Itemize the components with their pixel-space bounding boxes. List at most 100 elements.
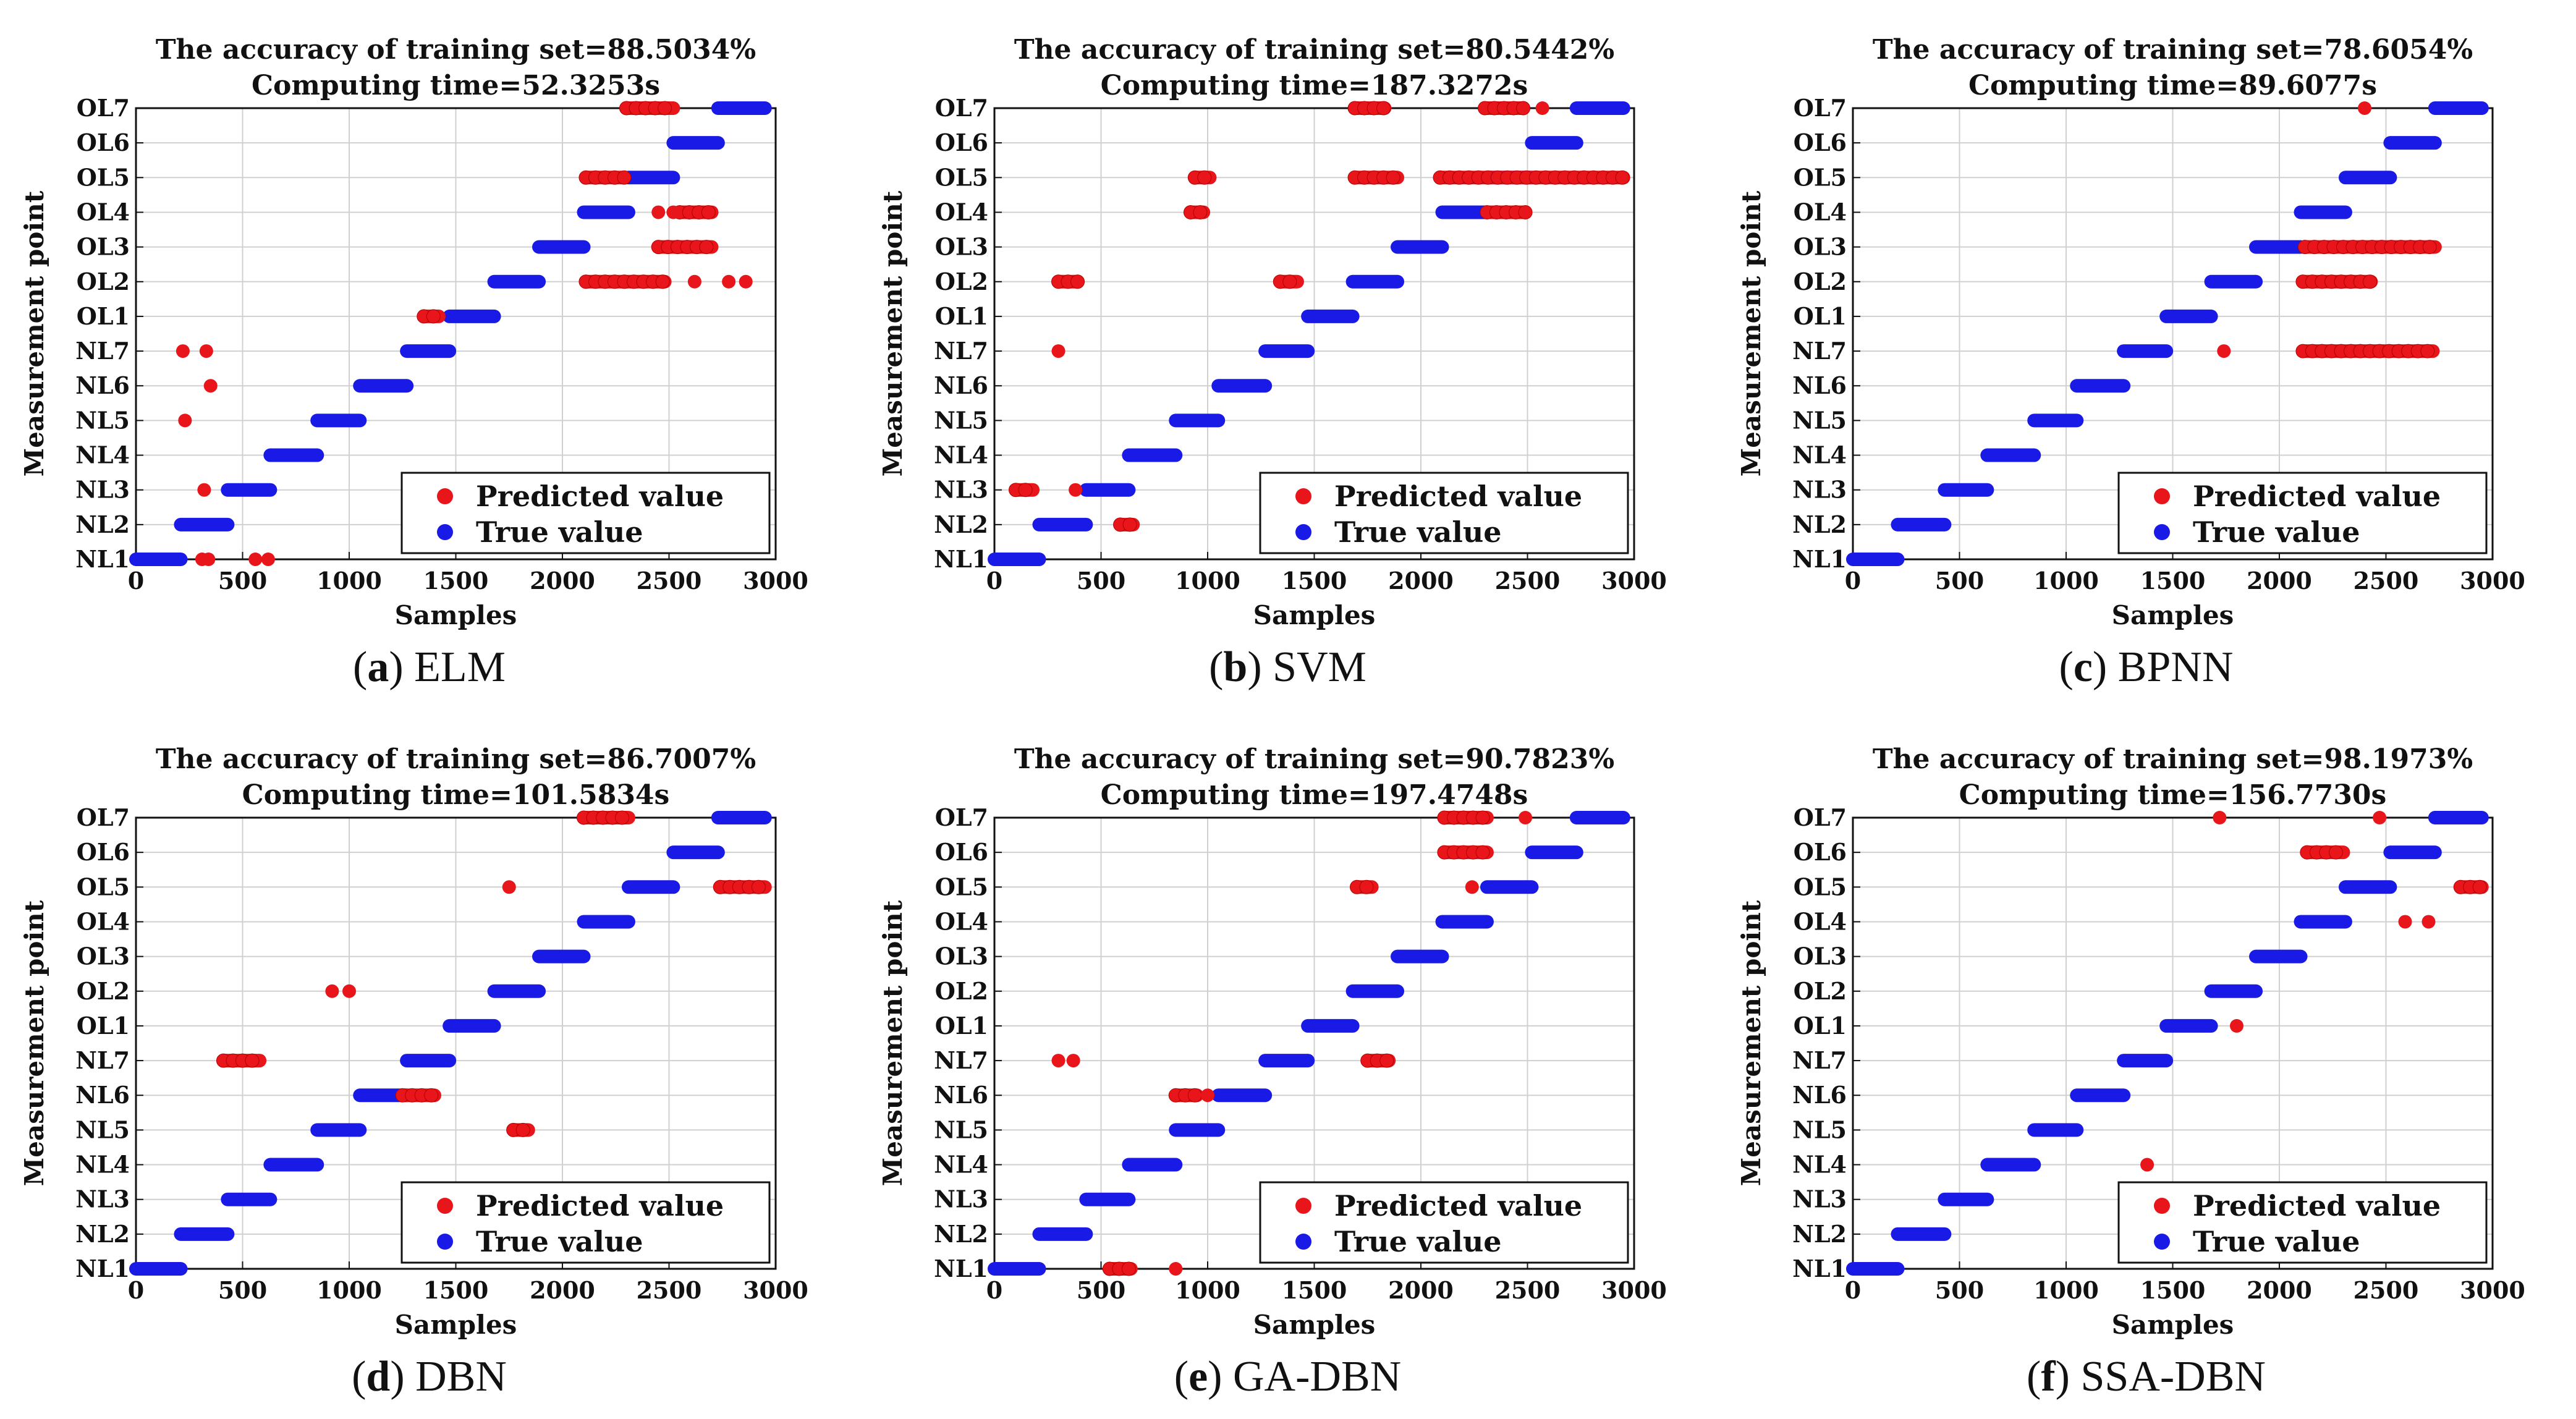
y-tick-label: NL5	[934, 1116, 988, 1143]
predicted-value-point	[751, 879, 766, 894]
x-tick-label: 0	[986, 567, 1002, 595]
x-tick-label: 2000	[2247, 567, 2312, 595]
legend-predicted-marker	[2154, 1198, 2170, 1214]
y-tick-label: OL1	[935, 302, 988, 330]
y-tick-label: OL3	[935, 942, 988, 970]
legend-predicted-label: Predicted value	[2193, 480, 2441, 513]
y-tick-label: OL2	[1794, 268, 1847, 295]
y-tick-label: NL2	[75, 510, 130, 538]
y-tick-label: NL6	[75, 1081, 130, 1109]
y-tick-label: NL2	[75, 1220, 130, 1248]
x-tick-label: 2500	[2354, 567, 2419, 595]
y-tick-label: NL5	[75, 406, 130, 434]
y-tick-label: NL1	[934, 1255, 988, 1282]
y-tick-label: OL6	[1794, 129, 1847, 156]
x-tick-label: 1500	[2140, 1276, 2206, 1304]
x-tick-label: 0	[128, 567, 144, 595]
predicted-value-point	[197, 483, 211, 497]
x-tick-label: 1500	[423, 1276, 489, 1304]
predicted-value-point	[2217, 344, 2231, 358]
y-tick-label: OL1	[1794, 302, 1847, 330]
legend-predicted-marker	[2154, 488, 2170, 504]
panel-caption: (f) SSA-DBN	[2027, 1353, 2266, 1400]
legend-predicted-label: Predicted value	[476, 1189, 724, 1222]
predicted-value-point	[666, 205, 680, 219]
predicted-value-point	[201, 553, 216, 566]
predicted-value-point	[1519, 811, 1533, 824]
predicted-value-point	[615, 810, 630, 825]
predicted-value-point	[1018, 483, 1033, 498]
y-tick-label: OL5	[1794, 163, 1847, 191]
predicted-value-point	[1169, 1262, 1183, 1276]
x-tick-label: 0	[986, 1276, 1002, 1304]
predicted-value-point	[1376, 101, 1391, 116]
chart-svg: The accuracy of training set=90.7823% Com…	[878, 743, 1667, 1340]
panel-caption-name: ) SSA-DBN	[2055, 1353, 2266, 1400]
predicted-value-point	[2140, 1158, 2154, 1172]
predicted-value-point	[515, 1122, 530, 1137]
y-tick-label: OL5	[1794, 873, 1847, 900]
x-tick-label: 2500	[1495, 1276, 1561, 1304]
predicted-value-point	[342, 984, 356, 998]
x-tick-label: 1500	[1282, 1276, 1347, 1304]
panel-caption: (b) SVM	[1209, 643, 1366, 691]
predicted-value-point	[1475, 810, 1490, 825]
y-tick-label: NL7	[75, 1046, 130, 1074]
predicted-value-point	[199, 344, 213, 358]
chart-panel-dbn: The accuracy of training set=86.7007% Com…	[0, 709, 858, 1419]
legend-true-label: True value	[1334, 1225, 1502, 1258]
predicted-value-point	[1122, 517, 1137, 532]
y-tick-label: NL4	[934, 1151, 988, 1179]
x-tick-label: 1500	[1282, 567, 1347, 595]
y-tick-label: OL2	[77, 268, 130, 295]
legend-true-label: True value	[1334, 515, 1502, 549]
chart-title-time: Computing time=197.4748s	[1101, 779, 1528, 811]
y-tick-label: OL6	[1794, 838, 1847, 866]
y-tick-label: NL2	[1792, 1220, 1847, 1248]
predicted-value-point	[658, 101, 672, 116]
y-tick-label: NL7	[934, 1046, 988, 1074]
x-tick-label: 0	[1845, 567, 1861, 595]
y-tick-label: NL5	[934, 406, 988, 434]
y-tick-label: OL5	[77, 873, 130, 900]
panel-caption-name: ) GA-DBN	[1208, 1353, 1402, 1400]
legend-true-label: True value	[476, 515, 643, 549]
y-tick-label: OL2	[1794, 977, 1847, 1005]
x-tick-label: 2500	[637, 1276, 702, 1304]
panel-caption-name: ) ELM	[389, 643, 506, 691]
panel-caption-name: ) BPNN	[2092, 643, 2234, 691]
y-tick-label: OL7	[935, 94, 988, 122]
legend-predicted-marker	[1295, 488, 1311, 504]
predicted-value-point	[2420, 344, 2435, 358]
panel-caption: (c) BPNN	[2059, 643, 2234, 691]
chart-panel-elm: The accuracy of training set=88.5034% Com…	[0, 0, 858, 709]
chart-title-time: Computing time=156.7730s	[1959, 779, 2387, 811]
x-tick-label: 1000	[1175, 1276, 1240, 1304]
y-tick-label: OL2	[77, 977, 130, 1005]
chart-title-time: Computing time=187.3272s	[1101, 70, 1528, 101]
x-tick-label: 3000	[2460, 567, 2525, 595]
y-tick-label: OL4	[1794, 907, 1847, 935]
x-tick-label: 500	[1935, 567, 1984, 595]
panel-caption-letter: e	[1188, 1353, 1208, 1400]
y-tick-label: NL1	[75, 545, 130, 573]
legend-predicted-label: Predicted value	[1334, 1189, 1582, 1222]
chart-panel-bpnn: The accuracy of training set=78.6054% Com…	[1717, 0, 2575, 709]
predicted-value-point	[1197, 170, 1212, 185]
predicted-value-point	[1193, 205, 1208, 219]
x-tick-label: 3000	[1601, 1276, 1667, 1304]
legend-predicted-marker	[437, 1198, 453, 1214]
y-tick-label: OL2	[935, 977, 988, 1005]
x-tick-label: 1000	[2033, 1276, 2099, 1304]
x-tick-label: 1500	[423, 567, 489, 595]
chart-panel-svm: The accuracy of training set=80.5442% Com…	[858, 0, 1717, 709]
y-tick-label: NL1	[1792, 1255, 1847, 1282]
y-tick-label: OL5	[935, 873, 988, 900]
predicted-value-point	[1070, 274, 1085, 289]
legend-box	[1259, 1181, 1629, 1264]
predicted-value-point	[261, 553, 275, 566]
legend-box	[400, 1181, 771, 1264]
y-axis-label: Measurement point	[878, 900, 908, 1186]
y-tick-label: NL7	[1792, 1046, 1847, 1074]
chart-svg: The accuracy of training set=88.5034% Com…	[19, 34, 808, 630]
